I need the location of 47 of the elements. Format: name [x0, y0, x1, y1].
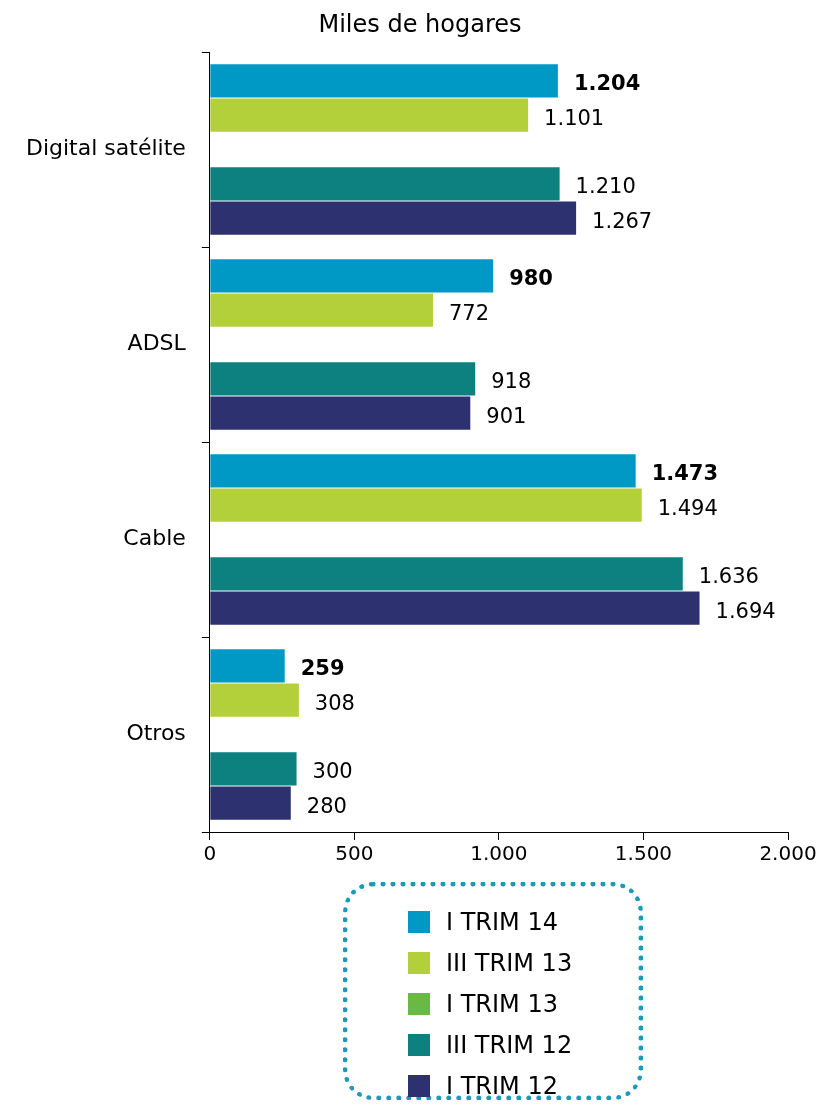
x-tick-label: 2.000 [759, 841, 817, 866]
data-label: 259 [300, 656, 345, 681]
bar [210, 557, 683, 591]
bar [210, 454, 636, 488]
y-tick-label: Cable [123, 525, 186, 551]
legend-label: III TRIM 12 [446, 1030, 573, 1059]
bar [210, 752, 297, 786]
bar [210, 362, 476, 396]
data-label: 1.494 [657, 495, 718, 520]
data-label: 901 [486, 403, 527, 428]
data-label: 1.267 [592, 208, 653, 233]
data-label: 1.204 [573, 71, 641, 96]
bar [210, 201, 577, 235]
bar [210, 488, 642, 522]
x-tick-label: 500 [335, 841, 374, 866]
chart-title: Miles de hogares [317, 10, 523, 38]
x-tick-label: 1.500 [614, 841, 673, 866]
x-tick-label: 0 [203, 841, 217, 866]
data-label: 918 [491, 369, 532, 394]
data-label: 1.210 [575, 174, 636, 199]
data-label: 280 [306, 793, 347, 818]
y-tick-label: Otros [126, 720, 186, 746]
y-tick-label: ADSL [127, 330, 187, 356]
data-label: 308 [314, 690, 355, 715]
bar [210, 396, 471, 430]
data-label: 772 [449, 300, 490, 325]
data-label: 1.473 [651, 461, 719, 486]
data-label: 1.101 [544, 105, 605, 130]
data-label: 1.694 [715, 598, 776, 623]
bar [210, 98, 529, 132]
data-label: 980 [509, 266, 553, 291]
bar [210, 683, 299, 717]
bar [210, 786, 291, 820]
legend-label: III TRIM 13 [446, 948, 573, 977]
data-label: 1.636 [698, 564, 759, 589]
legend-label: I TRIM 13 [446, 989, 558, 1018]
y-tick-label: Digital satélite [25, 135, 186, 161]
legend-label: I TRIM 12 [446, 1071, 558, 1100]
bar [210, 259, 494, 293]
bar [210, 591, 700, 625]
bar [210, 167, 560, 201]
bar [210, 649, 285, 683]
data-label: 300 [312, 759, 353, 784]
bar [210, 293, 434, 327]
bar [210, 64, 558, 98]
legend-label: I TRIM 14 [446, 907, 558, 936]
x-tick-label: 1.000 [470, 841, 528, 866]
